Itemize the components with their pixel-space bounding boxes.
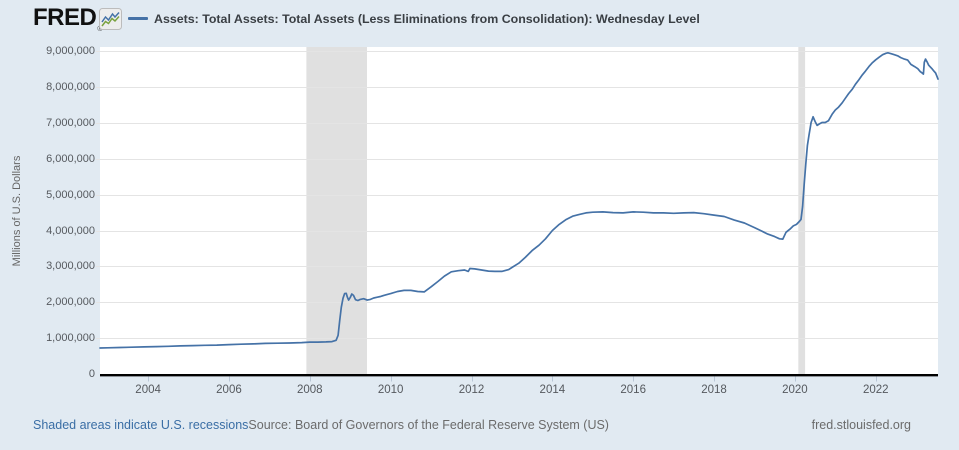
- fred-chart-icon: [99, 8, 122, 30]
- x-tick-label: 2006: [216, 384, 242, 396]
- x-tick-label: 2016: [620, 384, 646, 396]
- y-tick-label: 7,000,000: [46, 116, 95, 129]
- fred-logo[interactable]: FRED®: [33, 5, 102, 43]
- footer-left: Shaded areas indicate U.S. recessionsSou…: [33, 418, 609, 432]
- legend-series-label: Assets: Total Assets: Total Assets (Less…: [154, 12, 700, 26]
- y-tick-label: 0: [88, 368, 95, 380]
- y-tick-label: 3,000,000: [46, 260, 95, 273]
- x-tick-label: 2020: [782, 384, 808, 396]
- x-tick-label: 2014: [539, 384, 566, 396]
- x-tick-label: 2022: [862, 384, 889, 396]
- registered-mark: ®: [97, 26, 103, 33]
- y-tick-label: 4,000,000: [46, 224, 95, 237]
- fred-logo-text: FRED: [33, 4, 97, 31]
- y-tick-label: 9,000,000: [46, 45, 95, 58]
- x-tick-label: 2004: [135, 384, 161, 396]
- y-tick-label: 2,000,000: [46, 296, 95, 309]
- footer: Shaded areas indicate U.S. recessionsSou…: [33, 418, 911, 432]
- plot-svg[interactable]: [96, 47, 939, 382]
- x-tick-label: 2012: [458, 384, 485, 396]
- legend-line-swatch: [128, 17, 148, 20]
- y-axis-title: Millions of U.S. Dollars: [11, 155, 23, 267]
- x-tick-label: 2008: [297, 384, 323, 396]
- recession-note-link[interactable]: Shaded areas indicate U.S. recessions: [33, 418, 249, 432]
- recession-band: [306, 47, 367, 374]
- fred-site-link[interactable]: fred.stlouisfed.org: [811, 418, 911, 432]
- plot-background: [100, 47, 938, 374]
- y-tick-label: 1,000,000: [46, 332, 95, 345]
- source-text: Source: Board of Governors of the Federa…: [248, 418, 609, 432]
- y-tick-label: 8,000,000: [46, 81, 95, 94]
- x-tick-label: 2018: [701, 384, 727, 396]
- series-line: [99, 51, 939, 349]
- y-tick-label: 6,000,000: [46, 152, 95, 165]
- x-tick-label: 2010: [377, 384, 404, 396]
- y-tick-label: 5,000,000: [46, 188, 95, 201]
